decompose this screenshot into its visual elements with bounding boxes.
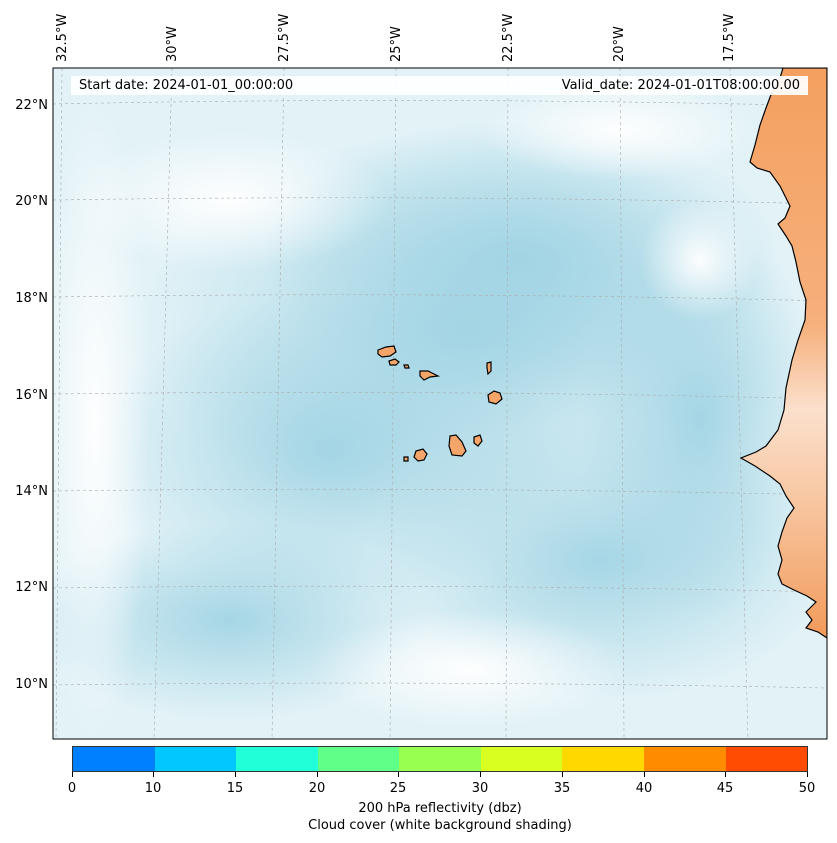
colorbar-tick-label: 45 [716, 781, 734, 796]
colorbar-tick-label: 10 [144, 781, 162, 796]
island-santo-antao [377, 345, 397, 358]
africa-landmass [739, 68, 827, 639]
lat-label: 10°N [15, 677, 48, 692]
lon-label: 30°W [165, 26, 180, 62]
lon-label: 17.5°W [722, 13, 737, 62]
date-info-bar: Start date: 2024-01-01_00:00:00 Valid_da… [71, 76, 808, 95]
lat-label: 18°N [15, 291, 48, 306]
colorbar-tick-label: 50 [798, 781, 816, 796]
colorbar-segment [725, 747, 808, 771]
colorbar-tick-label: 40 [635, 781, 653, 796]
colorbar-tick-label: 25 [389, 781, 407, 796]
clear-patch [480, 80, 760, 180]
colorbar-tick [235, 772, 236, 777]
colorbar [72, 746, 808, 772]
colorbar-tick [153, 772, 154, 777]
colorbar-segment [480, 747, 563, 771]
valid-date-label: Valid_date: 2024-01-01T08:00:00.00 [561, 78, 800, 93]
colorbar-tick [807, 772, 808, 777]
lat-label: 12°N [15, 580, 48, 595]
lat-label: 16°N [15, 388, 48, 403]
colorbar-segment [317, 747, 400, 771]
island-brava [403, 456, 409, 462]
start-date-label: Start date: 2024-01-01_00:00:00 [79, 78, 294, 93]
colorbar-tick [398, 772, 399, 777]
island-santiago [448, 434, 467, 457]
lat-label: 22°N [15, 98, 48, 113]
island-sao-vicente [388, 358, 400, 366]
colorbar-tick-label: 20 [308, 781, 326, 796]
map-area [53, 68, 827, 739]
colorbar-tick [480, 772, 481, 777]
cloud-field [580, 220, 820, 620]
colorbar-subtitle: Cloud cover (white background shading) [308, 818, 572, 833]
colorbar-tick [72, 772, 73, 777]
colorbar-tick [725, 772, 726, 777]
gridlines [53, 68, 827, 739]
island-boa-vista [487, 390, 503, 405]
island-fogo [413, 448, 428, 462]
island-santa-luzia [403, 364, 410, 369]
clear-patch [640, 200, 760, 320]
colorbar-segment [73, 747, 155, 771]
lon-label: 22.5°W [501, 13, 516, 62]
colorbar-tick-label: 30 [471, 781, 489, 796]
island-sal [486, 361, 492, 376]
colorbar-tick-label: 35 [553, 781, 571, 796]
colorbar-segment [562, 747, 644, 771]
colorbar-tick [317, 772, 318, 777]
colorbar-tick [644, 772, 645, 777]
lon-label: 20°W [612, 26, 627, 62]
cape-verde-islands [377, 345, 503, 462]
colorbar-segment [399, 747, 481, 771]
colorbar-segment [236, 747, 318, 771]
island-maio [473, 434, 483, 447]
colorbar-tick-label: 15 [226, 781, 244, 796]
colorbar-segment [154, 747, 237, 771]
clear-patch [70, 130, 390, 270]
lon-label: 25°W [389, 26, 404, 62]
island-sao-nicolau [419, 370, 441, 381]
lon-label: 32.5°W [55, 13, 70, 62]
colorbar-tick-label: 0 [67, 781, 77, 796]
colorbar-title: 200 hPa reflectivity (dbz) [358, 801, 522, 816]
lon-label: 27.5°W [277, 13, 292, 62]
clear-patch [310, 610, 630, 730]
lat-label: 14°N [15, 484, 48, 499]
map-frame [52, 67, 828, 740]
colorbar-tick [562, 772, 563, 777]
lat-label: 20°N [15, 194, 48, 209]
colorbar-segment [643, 747, 726, 771]
